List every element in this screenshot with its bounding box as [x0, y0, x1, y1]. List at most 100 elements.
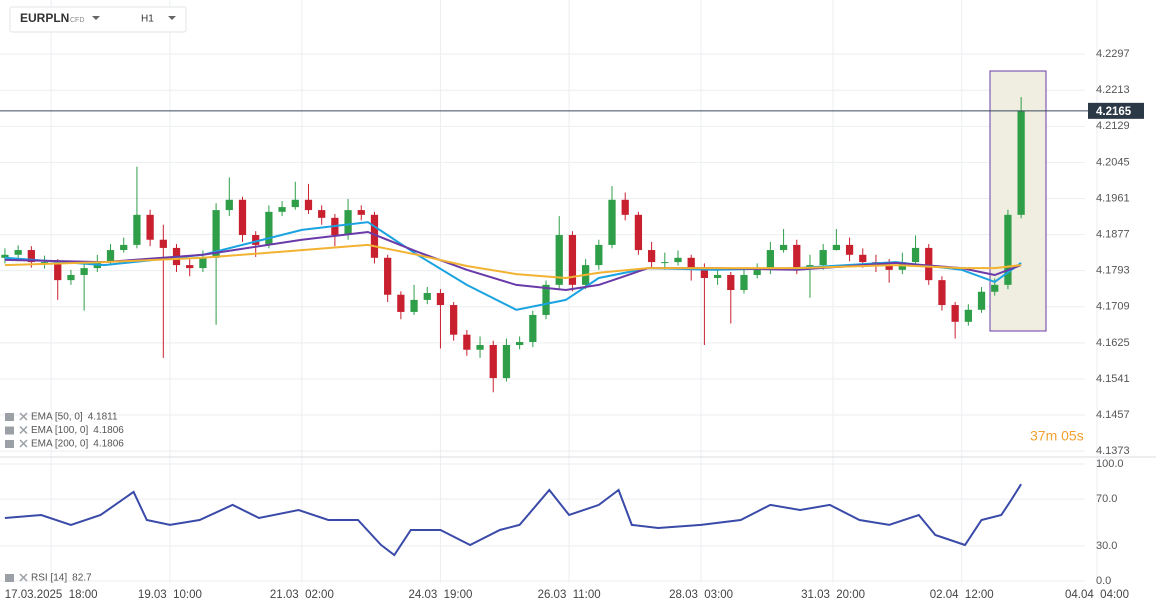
dropdown-arrow[interactable]: [168, 16, 176, 20]
candle-body: [304, 199, 313, 211]
candle-body: [647, 250, 656, 263]
candle-body: [199, 257, 207, 269]
candle-body: [40, 262, 49, 264]
candle-body: [964, 309, 972, 322]
candle-body: [133, 214, 141, 245]
candle-body: [687, 257, 695, 270]
y-tick-label: 4.1961: [1096, 192, 1130, 204]
y-tick-label: 4.1793: [1096, 265, 1130, 277]
candle-body: [516, 342, 524, 346]
candle-body: [859, 254, 867, 263]
candle-body: [436, 293, 445, 306]
candle-body: [832, 244, 840, 251]
candle-body: [779, 244, 788, 251]
y-tick-label: 4.1373: [1096, 445, 1130, 457]
dropdown-arrow[interactable]: [92, 16, 100, 20]
rsi-line: [4, 483, 1022, 557]
x-tick-label: 17.03.2025 18:00: [5, 589, 98, 601]
candle-body: [476, 345, 484, 350]
candle-body: [252, 235, 260, 245]
x-tick-label: 19.03 10:00: [138, 589, 202, 601]
legend-remove: [19, 439, 28, 448]
candle-body: [238, 199, 247, 236]
current-price-tag: [1088, 102, 1144, 119]
countdown: 37m 05s: [1030, 428, 1084, 444]
x-tick-label: 02.04 12:00: [930, 589, 994, 601]
y-tick-label: 4.2129: [1096, 120, 1130, 132]
candle-body: [186, 265, 194, 269]
legend-name: RSI [14]: [31, 573, 67, 584]
candle-body: [634, 214, 643, 251]
candle-body: [106, 250, 115, 263]
interval[interactable]: H1: [141, 14, 154, 25]
legend-icon: [5, 440, 14, 448]
candle-body: [27, 250, 35, 263]
candle-body: [991, 284, 999, 292]
candle-body: [608, 199, 616, 245]
candle-body: [661, 262, 669, 264]
candle-body: [951, 305, 959, 322]
candle-body: [265, 211, 273, 245]
candle-body: [1, 254, 9, 258]
candle-body: [159, 239, 167, 248]
candle-body: [67, 274, 75, 281]
legend-value: 4.1811: [88, 412, 118, 423]
candle-body: [1004, 214, 1012, 285]
candle-body: [529, 314, 537, 343]
legend-icon: [5, 413, 14, 421]
legend-name: EMA [100, 0]: [31, 425, 88, 436]
legend-value: 4.1806: [93, 439, 124, 450]
candle-body: [146, 214, 154, 240]
legend-value: 82.7: [72, 573, 92, 584]
candle-body: [291, 199, 299, 208]
candle-body: [845, 244, 854, 255]
y-tick-label: 30.0: [1096, 540, 1117, 552]
candle-body: [753, 269, 761, 275]
y-tick-label: 100.0: [1096, 458, 1124, 470]
legend-icon: [5, 574, 14, 582]
candle-body: [542, 284, 550, 315]
candle-body: [344, 210, 352, 236]
toolbar[interactable]: [9, 6, 187, 33]
candle-body: [1017, 110, 1025, 215]
candle-body: [555, 235, 563, 285]
candle-body: [489, 345, 497, 379]
legend-remove: [19, 412, 28, 421]
candle-body: [384, 257, 392, 295]
candle-body: [318, 210, 326, 218]
ema-line: [4, 243, 1022, 280]
y-tick-label: 4.1709: [1096, 301, 1130, 313]
x-tick-label: 31.03 20:00: [801, 589, 865, 601]
legend-icon: [5, 426, 14, 435]
candle-body: [463, 334, 471, 350]
y-tick-label: 0.0: [1096, 575, 1111, 587]
candle-body: [502, 345, 511, 379]
legend-remove: [19, 573, 28, 582]
symbol[interactable]: EURPLN: [20, 11, 69, 25]
candle-body: [410, 299, 418, 312]
y-tick-label: 4.2213: [1096, 84, 1130, 96]
candle-body: [713, 274, 722, 278]
y-tick-label: 70.0: [1096, 493, 1117, 505]
legend-name: EMA [50, 0]: [31, 412, 83, 423]
candle-body: [370, 214, 379, 258]
candle-body: [423, 293, 431, 300]
candle-body: [568, 235, 577, 285]
y-tick-label: 4.2045: [1096, 156, 1130, 168]
ema-line: [4, 230, 1022, 292]
candle-body: [793, 244, 801, 269]
candle-body: [740, 274, 748, 291]
candle-body: [212, 210, 220, 258]
y-tick-label: 4.1877: [1096, 228, 1130, 240]
x-tick-label: 04.04 04:00: [1065, 589, 1129, 601]
candle-body: [397, 294, 405, 312]
candle-body: [450, 305, 458, 335]
candle-body: [14, 250, 22, 255]
candle-body: [911, 247, 920, 263]
candle-body: [357, 210, 365, 215]
candle-body: [120, 244, 128, 251]
grid: [0, 0, 1098, 583]
candle-body: [885, 265, 893, 270]
